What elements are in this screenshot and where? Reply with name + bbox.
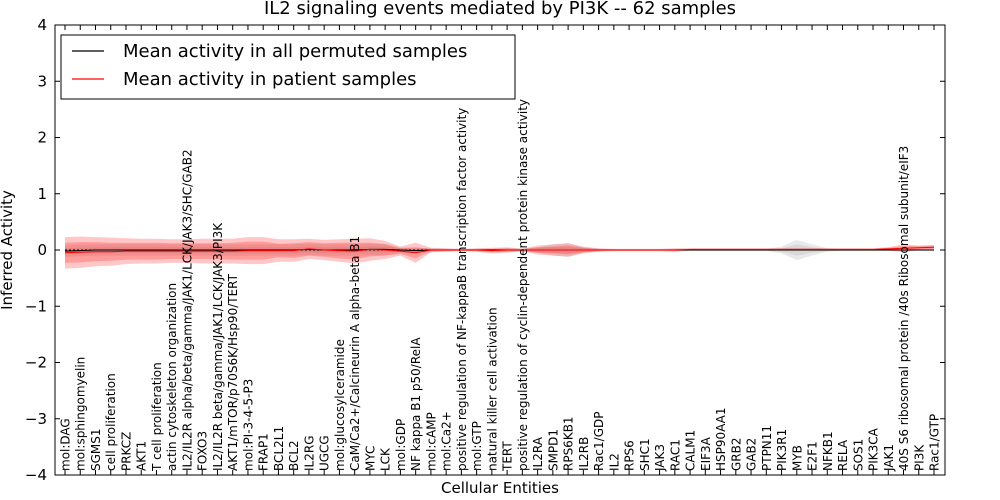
x-tick-label: Rac1/GTP — [928, 414, 942, 471]
y-tick-label: 2 — [37, 129, 47, 147]
x-tick-label: mol:cAMP — [424, 412, 438, 471]
x-tick-label: mol:Ca2+ — [440, 411, 454, 471]
x-tick-label: mol:GTP — [470, 421, 484, 471]
x-axis: mol:DAG mol:sphingomyelin SGMS1 cell prolif… — [59, 25, 942, 475]
x-tick-label: GRB2 — [729, 437, 743, 471]
x-tick-label: MYB — [790, 445, 804, 471]
x-tick-label: IL2RA — [531, 436, 545, 471]
x-tick-label: actin cytoskeleton organization — [165, 283, 179, 471]
confidence-bands — [65, 236, 934, 269]
x-tick-label: RPS6 — [623, 440, 637, 471]
x-tick-label: AKT1/mTOR/p70S6K/Hsp90/TERT — [226, 273, 240, 471]
x-tick-label: PRKCZ — [120, 432, 134, 471]
y-tick-label: −2 — [25, 354, 47, 372]
plot-frame — [54, 24, 946, 476]
x-tick-label: E2F1 — [806, 441, 820, 471]
x-tick-label: IL2/IL2R beta/gamma/JAK1/LCK/JAK3/PI3K — [211, 222, 225, 471]
x-tick-label: EIF3A — [699, 436, 713, 471]
x-tick-label: MYC — [363, 446, 377, 471]
x-tick-label: positive regulation of NF-kappaB transcr… — [455, 108, 469, 471]
x-tick-label: mol:sphingomyelin — [74, 357, 88, 471]
x-tick-label: IL2RB — [577, 437, 591, 471]
x-tick-label: SOS1 — [851, 439, 865, 471]
x-tick-label: BCL2 — [287, 440, 301, 471]
x-tick-label: RELA — [836, 439, 850, 471]
y-tick-label: 3 — [37, 72, 47, 90]
x-tick-label: mol:PI-3-4-5-P3 — [241, 379, 255, 471]
x-tick-label: AKT1 — [135, 441, 149, 471]
x-tick-label: T cell proliferation — [150, 362, 164, 472]
x-tick-label: 40S S6 ribosomal protein /40s Ribosomal … — [897, 146, 911, 471]
x-tick-label: NFKB1 — [821, 431, 835, 471]
x-tick-label: PTPN11 — [760, 425, 774, 471]
y-tick-label: −4 — [25, 466, 47, 484]
x-tick-label: GAB2 — [745, 438, 759, 471]
x-tick-label: mol:glucosylceramide — [333, 339, 347, 471]
x-tick-label: TERT — [501, 441, 515, 472]
x-tick-label: FOXO3 — [196, 431, 210, 471]
x-tick-label: PIK3CA — [867, 427, 881, 471]
x-tick-label: cell proliferation — [104, 373, 118, 471]
legend-box — [60, 34, 516, 100]
y-axis-label: Inferred Activity — [0, 190, 16, 310]
x-tick-label: SMPD1 — [546, 429, 560, 471]
x-tick-label: positive regulation of cyclin-dependent … — [516, 99, 530, 471]
x-tick-label: CaM/Ca2+/Calcineurin A alpha-beta B1 — [348, 236, 362, 471]
legend-label-patient: Mean activity in patient samples — [123, 69, 417, 90]
x-tick-label: UGCG — [318, 435, 332, 471]
y-tick-label: 0 — [37, 241, 47, 259]
series-lines — [64, 246, 935, 254]
x-tick-label: PIK3R1 — [775, 429, 789, 471]
x-tick-label: NF kappa B1 p50/RelA — [409, 337, 423, 471]
x-tick-label: RPS6KB1 — [562, 416, 576, 471]
x-tick-label: BCL2L1 — [272, 426, 286, 471]
x-tick-label: IL2RG — [302, 435, 316, 471]
x-tick-label: IL2/IL2R alpha/beta/gamma/JAK1/LCK/JAK3/… — [181, 149, 195, 471]
x-tick-label: PI3K — [912, 444, 926, 471]
x-tick-label: SHC1 — [638, 438, 652, 471]
x-tick-label: mol:DAG — [59, 418, 73, 471]
patient-band-inner — [65, 241, 934, 263]
patient-mean-line — [64, 246, 935, 254]
patient-band-outer — [65, 236, 934, 269]
y-axis: −4 −3 −2 −1 0 1 2 3 4 — [25, 16, 945, 484]
x-tick-label: Rac1/GDP — [592, 412, 606, 471]
y-tick-label: 1 — [37, 185, 47, 203]
y-tick-label: −3 — [25, 410, 47, 428]
x-tick-label: FRAP1 — [257, 433, 271, 471]
chart-title: IL2 signaling events mediated by PI3K --… — [264, 0, 736, 19]
x-tick-label: LCK — [379, 447, 393, 471]
x-tick-label: RAC1 — [668, 439, 682, 471]
y-tick-label: −1 — [25, 297, 47, 315]
x-tick-label: SGMS1 — [89, 428, 103, 471]
x-tick-label: mol:GDP — [394, 419, 408, 471]
legend-label-permuted: Mean activity in all permuted samples — [123, 41, 467, 62]
x-tick-label: JAK1 — [882, 444, 896, 472]
y-tick-label: 4 — [37, 16, 47, 34]
x-tick-label: natural killer cell activation — [485, 307, 499, 471]
x-tick-label: JAK3 — [653, 444, 667, 472]
x-tick-label: HSP90AA1 — [714, 407, 728, 471]
x-tick-label: CALM1 — [684, 430, 698, 471]
legend: Mean activity in all permuted samples Me… — [60, 34, 516, 100]
x-axis-label: Cellular Entities — [441, 479, 559, 497]
x-tick-label: IL2 — [607, 453, 621, 471]
